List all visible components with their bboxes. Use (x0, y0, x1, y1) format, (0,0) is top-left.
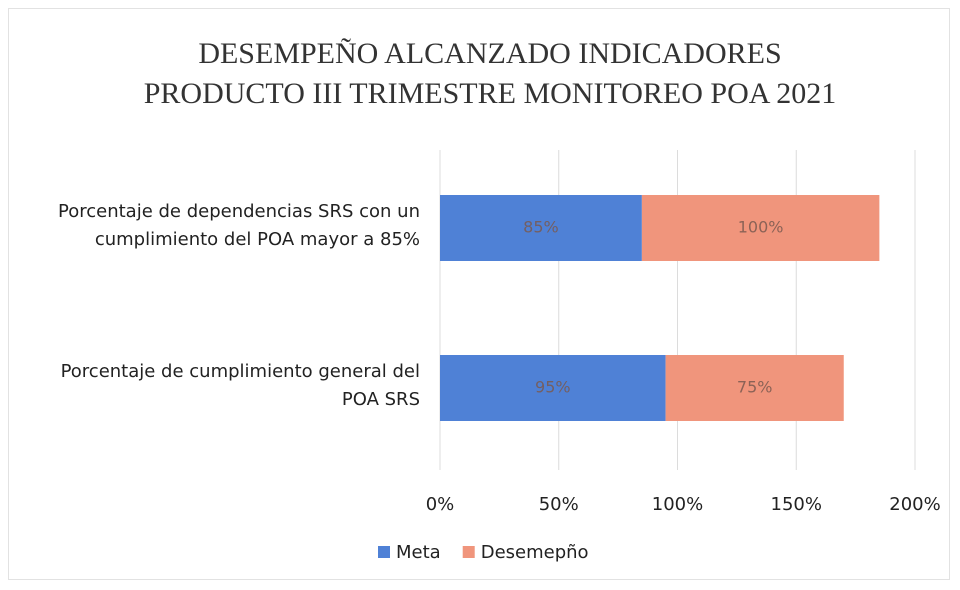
chart-title: DESEMPEÑO ALCANZADO INDICADORES PRODUCTO… (143, 37, 837, 110)
legend-label: Meta (396, 542, 441, 563)
x-tick-label: 0% (426, 494, 455, 515)
data-label: 100% (738, 218, 784, 237)
bar-segment (641, 195, 880, 261)
data-label: 95% (535, 378, 571, 397)
data-label: 85% (523, 218, 559, 237)
x-tick-label: 50% (539, 494, 579, 515)
y-tick-label: Porcentaje de dependencias SRS con un cu… (58, 201, 420, 250)
chart-frame (8, 8, 950, 580)
x-tick-label: 150% (771, 494, 822, 515)
legend-label: Desemepño (481, 542, 589, 563)
legend-swatch (378, 546, 390, 558)
bar-segment (440, 355, 666, 421)
y-tick-label: Porcentaje de cumplimiento general del P… (60, 361, 420, 410)
x-tick-label: 200% (889, 494, 940, 515)
data-label: 75% (737, 378, 773, 397)
x-tick-label: 100% (652, 494, 703, 515)
bar-segment (665, 355, 844, 421)
bar-segment (440, 195, 642, 261)
legend-swatch (462, 546, 475, 558)
